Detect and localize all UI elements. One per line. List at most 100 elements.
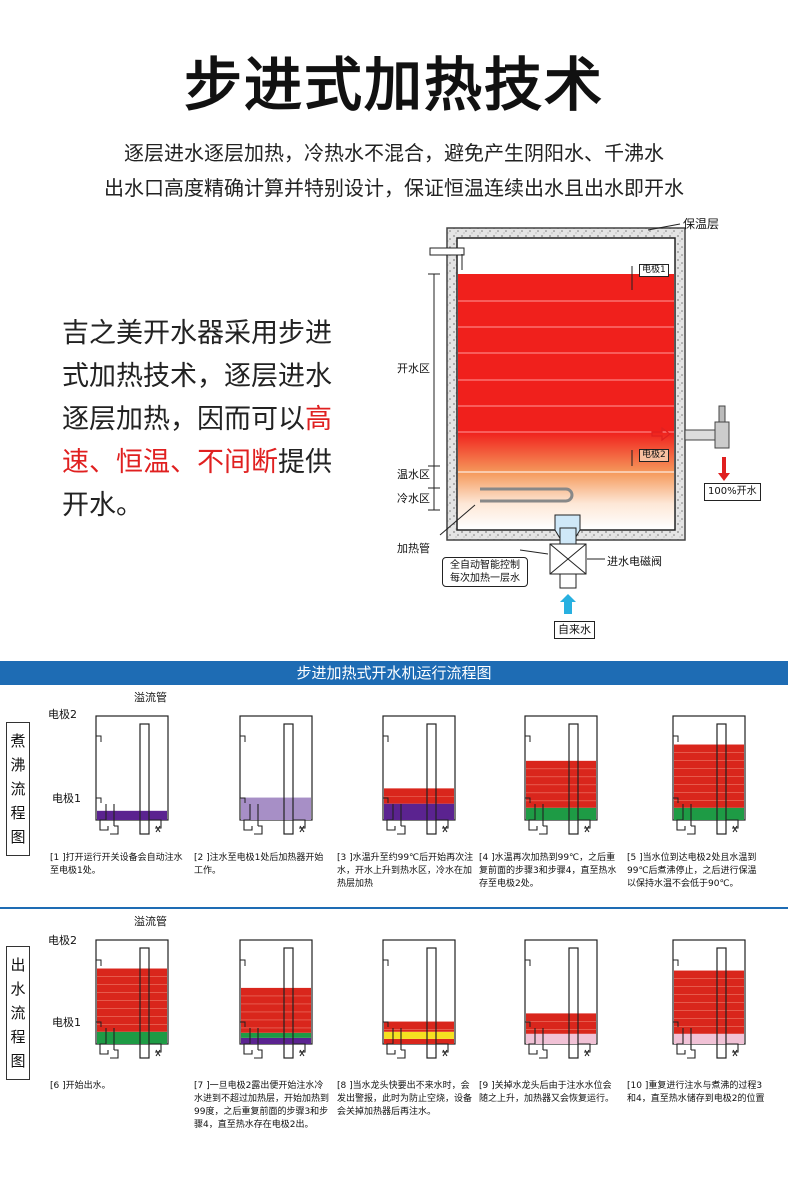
outlet-valve	[149, 1043, 162, 1057]
outlet-valve	[726, 819, 739, 833]
row2-label: 出 水 流 程 图	[6, 946, 30, 1080]
overflow-pipe	[426, 947, 437, 1059]
inlet-pipe	[676, 1028, 696, 1059]
water-layer-1	[674, 807, 744, 820]
electrode-1-marker	[673, 797, 679, 803]
zone-boil-label: 开水区	[397, 362, 430, 375]
insulation-label: 保温层	[683, 217, 720, 231]
inlet-pipe	[243, 1028, 263, 1059]
step-caption-1: [1 ]打开运行开关设备会自动注水至电极1处。	[50, 853, 183, 876]
water-layer-1	[384, 803, 454, 820]
step-caption-3: [3 ]水温升至约99℃后开始再次注水，开水上升到热水区，冷水在加热层加热	[337, 853, 474, 889]
step-caption-8: [8 ]当水龙头快要出不来水时，会发出警报，此时为防止空烧，设备会关掉加热器后再…	[337, 1081, 473, 1117]
step-caption-6: [6 ]开始出水。	[50, 1081, 111, 1091]
zone-warm-label: 温水区	[397, 468, 430, 481]
tank-diagram	[428, 223, 730, 614]
water-layer-1	[526, 807, 596, 820]
water-layer-2	[526, 1013, 596, 1034]
valve-label: 进水电磁阀	[607, 555, 662, 568]
step-tank-1	[95, 715, 169, 835]
overflow-pipe	[568, 723, 579, 835]
electrode1-label: 电极1	[639, 264, 669, 277]
step-caption-9: [9 ]关掉水龙头后由于注水水位会随之上升，加热器又会恢复运行。	[479, 1081, 615, 1104]
water-layer-3	[384, 1021, 454, 1032]
electrode2-label: 电极2	[639, 449, 669, 462]
electrode-1-marker	[240, 1021, 246, 1027]
electrode-2-marker	[525, 735, 531, 742]
inlet-pipe	[243, 804, 263, 835]
water-layer-1	[526, 1033, 596, 1044]
electrode-1-marker	[525, 1021, 531, 1027]
flow-banner: 步进加热式开水机运行流程图	[0, 661, 788, 685]
electrode-1-marker	[240, 797, 246, 803]
heater-coil	[480, 487, 574, 503]
electrode-2-marker	[383, 735, 389, 742]
electrode1-label-2: 电极1	[52, 1016, 81, 1029]
water-layer-3	[241, 987, 311, 1033]
step-caption-10: [10 ]重复进行注水与煮沸的过程3和4，直至热水储存到电极2的位置	[627, 1081, 765, 1104]
intro-text: 吉之美开水器采用步进式加热技术，逐层进水逐层加热，因而可以高速、恒温、不间断提供…	[62, 312, 352, 527]
water-layer-2	[384, 788, 454, 804]
outlet-valve	[578, 819, 591, 833]
electrode-1-marker	[96, 797, 102, 803]
electrode-1-marker	[383, 797, 389, 803]
water-layer-1	[97, 1031, 167, 1044]
control-line-2: 每次加热一层水	[450, 573, 520, 584]
inlet-pipe	[676, 804, 696, 835]
electrode-1-marker	[673, 1021, 679, 1027]
overflow-pipe	[283, 723, 294, 835]
inlet-arrow	[560, 594, 576, 614]
overflow-pipe	[716, 947, 727, 1059]
water-layer-1	[241, 797, 311, 820]
overflow-label-2: 溢流管	[134, 915, 167, 928]
row1-label: 煮 沸 流 程 图	[6, 722, 30, 856]
step-caption-7: [7 ]一旦电极2露出便开始注水冷水进到不超过加热层，开始加热到99度，之后重复…	[194, 1081, 330, 1130]
inlet-pipe	[559, 527, 577, 545]
step-tank-4	[524, 715, 598, 835]
inlet-pipe	[386, 804, 406, 835]
intro-highlight: 高速、恒温、不间断	[62, 404, 332, 478]
electrode-2-marker	[96, 735, 102, 742]
outlet-label: 100%开水	[704, 483, 761, 501]
outlet-valve	[726, 1043, 739, 1057]
step-caption-2: [2 ]注水至电极1处后加热器开始工作。	[194, 853, 324, 876]
subtitle-line-1: 逐层进水逐层加热，冷热水不混合，避免产生阴阳水、千沸水	[124, 141, 664, 165]
zone-cold-label: 冷水区	[397, 492, 430, 505]
step-tank-5	[672, 715, 746, 835]
overflow-pipe	[139, 947, 150, 1059]
step-tank-7	[239, 939, 313, 1059]
electrode2-label-2: 电极2	[48, 934, 77, 947]
page-title: 步进式加热技术	[183, 51, 604, 119]
water-layer-1	[674, 1033, 744, 1044]
row-separator	[0, 907, 788, 909]
inlet-pipe	[528, 1028, 548, 1059]
step-tank-6	[95, 939, 169, 1059]
electrode-1-marker	[96, 1021, 102, 1027]
electrode-2-marker	[525, 959, 531, 966]
overflow-pipe	[716, 723, 727, 835]
step-tank-9	[524, 939, 598, 1059]
water-body	[458, 274, 674, 529]
flow-arrow	[651, 426, 671, 442]
water-layer-2	[674, 744, 744, 808]
electrode-2-marker	[240, 735, 246, 742]
overflow-pipe	[283, 947, 294, 1059]
step-tank-10	[672, 939, 746, 1059]
overflow-pipe	[568, 947, 579, 1059]
step-tank-8	[382, 939, 456, 1059]
outlet-valve	[436, 1043, 449, 1057]
inlet-pipe	[386, 1028, 406, 1059]
step-caption-5: [5 ]当水位到达电极2处且水温到99℃后煮沸停止，之后进行保温以保持水温不会低…	[627, 853, 757, 889]
electrode-2-marker	[383, 959, 389, 966]
step-tank-3	[382, 715, 456, 835]
tank-outline	[95, 715, 169, 821]
electrode-2-marker	[673, 959, 679, 966]
overflow-pipe	[139, 723, 150, 835]
overflow-pipe	[426, 723, 437, 835]
electrode-1-marker	[383, 1021, 389, 1027]
outlet-valve	[149, 819, 162, 833]
outlet-arrow	[718, 457, 730, 481]
control-label: 全自动智能控制 每次加热一层水	[442, 557, 528, 587]
inlet-pipe	[99, 804, 119, 835]
control-line-1: 全自动智能控制	[450, 560, 520, 571]
